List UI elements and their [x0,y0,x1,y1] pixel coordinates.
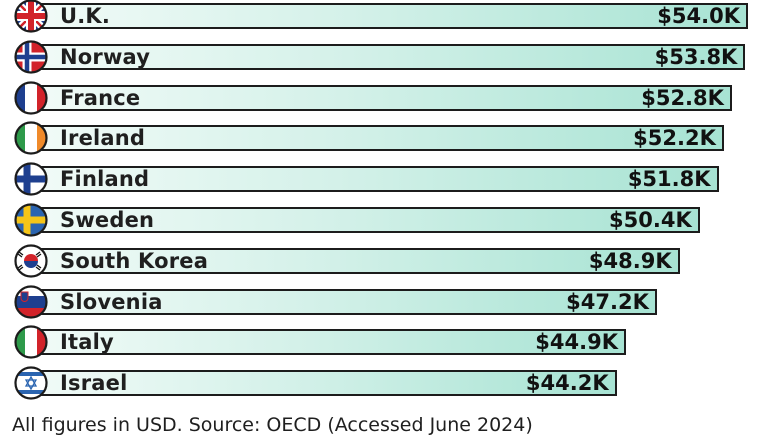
bar-row: Ireland $52.2K [0,120,777,156]
value-label: $47.2K [566,289,649,314]
slovenia-flag-icon [13,284,49,320]
bar [24,43,746,70]
ireland-flag-icon [13,120,49,156]
sweden-flag-icon [13,202,49,238]
israel-flag-icon [13,365,49,401]
value-label: $44.9K [535,330,618,355]
italy-flag-icon [13,324,49,360]
value-label: $52.8K [641,85,724,110]
country-label: Norway [60,44,151,69]
source-footnote: All figures in USD. Source: OECD (Access… [12,414,533,436]
france-flag-icon [13,80,49,116]
bar-row: U.K. $54.0K [0,0,777,34]
bar [24,247,680,274]
bar [24,329,626,356]
bar-row: Slovenia $47.2K [0,284,777,320]
bar-row: Norway $53.8K [0,39,777,75]
bar [24,288,657,315]
country-label: Ireland [60,126,146,151]
bar-row: Finland $51.8K [0,161,777,197]
country-label: Slovenia [60,289,163,314]
bar-row: Italy $44.9K [0,324,777,360]
bar [24,125,724,152]
value-label: $52.2K [633,126,716,151]
country-label: Sweden [60,208,155,232]
value-label: $54.0K [657,4,740,28]
country-label: Finland [60,167,150,192]
country-label: U.K. [60,4,111,28]
country-label: Israel [60,371,128,396]
value-label: $53.8K [654,44,738,69]
bar [24,84,732,111]
country-label: France [60,85,141,110]
bar-row: Israel $44.2K [0,365,777,401]
value-label: $51.8K [627,167,711,192]
bar [24,166,719,193]
south-korea-flag-icon [13,243,49,279]
bar-row: France $52.8K [0,80,777,116]
bar-row: South Korea $48.9K [0,243,777,279]
value-label: $48.9K [588,248,672,273]
value-label: $44.2K [525,371,609,396]
norway-flag-icon [13,39,49,75]
uk-flag-icon [13,0,49,34]
finland-flag-icon [13,161,49,197]
bar [24,370,617,397]
bar-row: Sweden $50.4K [0,202,777,238]
bar [24,3,748,29]
country-label: Italy [60,330,114,355]
country-label: South Korea [60,248,209,273]
bar-chart: U.K. $54.0K Norway $53.8K France $52.8K Irelan… [0,0,777,401]
value-label: $50.4K [609,208,692,232]
bar [24,207,700,233]
